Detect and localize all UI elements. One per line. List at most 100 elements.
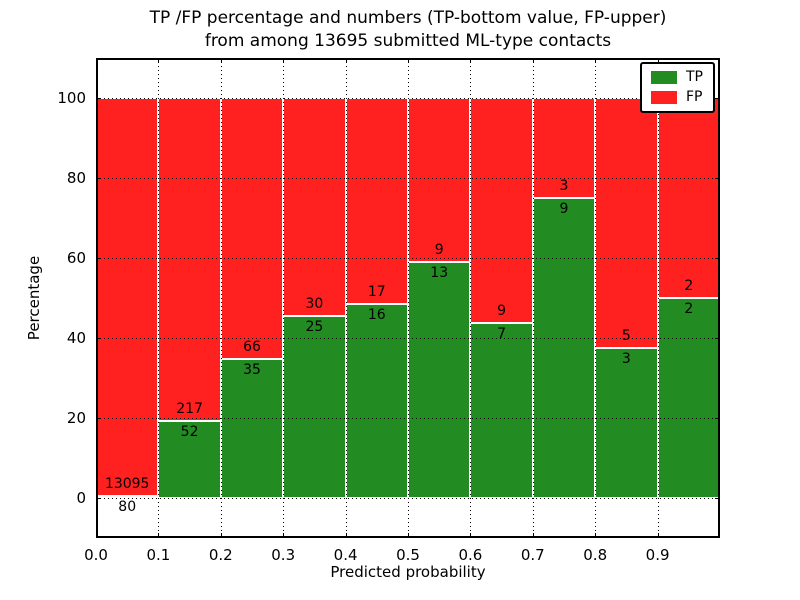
bar-segment-tp [657,298,720,498]
bar-label-fp: 13095 [104,475,150,492]
bar-bin-0.4-0.5: 17 16 [345,98,408,498]
y-tick-label-20: 20 [66,409,86,427]
x-axis-label: Predicted probability [330,563,486,581]
x-tick-mark [345,58,347,63]
bar-label-fp: 9 [434,241,444,258]
y-tick-mark [715,258,720,259]
fp-legend-swatch-icon [651,91,677,104]
x-tick-label-0.7: 0.7 [520,546,545,564]
x-tick-mark [96,58,97,63]
legend-item-fp: FP [651,90,703,105]
bar-label-fp: 217 [176,400,203,417]
bar-segment-tp [532,198,596,498]
x-tick-mark [345,533,347,538]
gridline-vertical-0.5 [408,58,409,538]
gridline-vertical-0.6 [470,58,472,538]
x-tick-label-0.8: 0.8 [583,546,608,564]
x-tick-mark [657,58,659,63]
bar-segment-fp [283,98,346,317]
bar-label-tp: 13 [430,264,449,281]
bar-label-fp: 3 [559,178,569,194]
plot-area: TP FP 13095 80 217 52 66 35 30 25 17 16 9 13 9 7 3 9 5 3 2… [96,58,720,538]
bar-label-fp: 30 [305,296,324,313]
y-tick-mark [715,98,720,99]
bar-label-tp: 35 [243,362,261,379]
bar-segment-tp [345,304,408,498]
x-tick-label-0.6: 0.6 [458,546,483,564]
bar-segment-fp [345,98,408,305]
gridline-vertical-0.7 [532,58,534,538]
gridline-vertical-0.9 [657,58,659,538]
gridline-vertical-0.1 [158,58,160,538]
bar-segment-fp [657,98,720,298]
gridline-vertical-0.4 [345,58,347,538]
x-tick-mark [595,533,597,538]
bar-label-tp: 25 [305,319,324,336]
x-tick-mark [283,533,285,538]
bar-segment-tp [595,348,658,498]
y-tick-mark [96,498,101,499]
y-tick-label-80: 80 [66,169,86,187]
bar-label-fp: 5 [621,328,631,344]
gridline-vertical-0.3 [283,58,285,538]
x-tick-mark [532,58,534,63]
x-tick-label-0.4: 0.4 [333,546,358,564]
bar-segment-tp [470,323,533,498]
bar-label-tp: 9 [559,201,569,217]
bar-label-tp: 16 [367,307,386,324]
chart-title-line1: TP /FP percentage and numbers (TP-bottom… [149,8,667,28]
x-tick-mark [220,533,222,538]
y-tick-mark [96,178,101,179]
y-tick-label-40: 40 [66,329,86,347]
bar-bin-0.1-0.2: 217 52 [158,98,221,498]
x-tick-mark [408,533,409,538]
x-tick-label-0.1: 0.1 [146,546,171,564]
x-tick-mark [595,58,597,63]
bar-bin-0.2-0.3: 66 35 [220,98,284,498]
bar-label-tp: 80 [118,498,137,515]
bar-label-tp: 3 [621,351,631,367]
x-tick-label-0.2: 0.2 [208,546,233,564]
y-tick-mark [96,98,101,99]
x-tick-mark [719,58,720,63]
y-tick-mark [715,418,720,419]
x-tick-label-0.3: 0.3 [271,546,296,564]
y-tick-label-0: 0 [76,489,86,507]
legend-label-fp: FP [686,89,703,105]
y-tick-mark [715,178,720,179]
y-tick-mark [715,498,720,499]
bar-label-fp: 2 [684,278,694,294]
bar-segment-fp [96,98,159,496]
x-tick-mark [532,533,534,538]
bar-bin-0.0-0.1: 13095 80 [96,98,159,514]
x-tick-label-0.0: 0.0 [84,546,108,564]
bar-segment-fp [595,98,658,348]
y-tick-label-60: 60 [66,249,86,267]
bar-label-fp: 17 [367,284,386,301]
bar-bin-0.3-0.4: 30 25 [283,98,346,498]
y-tick-mark [96,258,101,259]
bar-segment-tp [158,420,221,498]
bar-segment-fp [158,98,221,421]
bar-segment-tp [220,359,284,498]
bar-segment-fp [532,98,596,198]
gridline-vertical-0.2 [220,58,222,538]
bar-label-tp: 7 [497,326,507,342]
y-tick-label-100: 100 [57,89,86,107]
x-tick-label-0.9: 0.9 [645,546,670,564]
x-tick-mark [657,533,659,538]
x-tick-mark [220,58,222,63]
y-axis-label: Percentage [25,255,43,341]
bar-label-tp: 2 [684,301,694,317]
legend-label-tp: TP [686,69,703,85]
bar-segment-fp [470,98,533,323]
bar-segment-fp [220,98,284,360]
x-tick-mark [283,58,285,63]
bar-label-fp: 66 [243,339,261,356]
x-tick-label-0.5: 0.5 [396,546,420,564]
bar-label-fp: 9 [497,303,507,319]
